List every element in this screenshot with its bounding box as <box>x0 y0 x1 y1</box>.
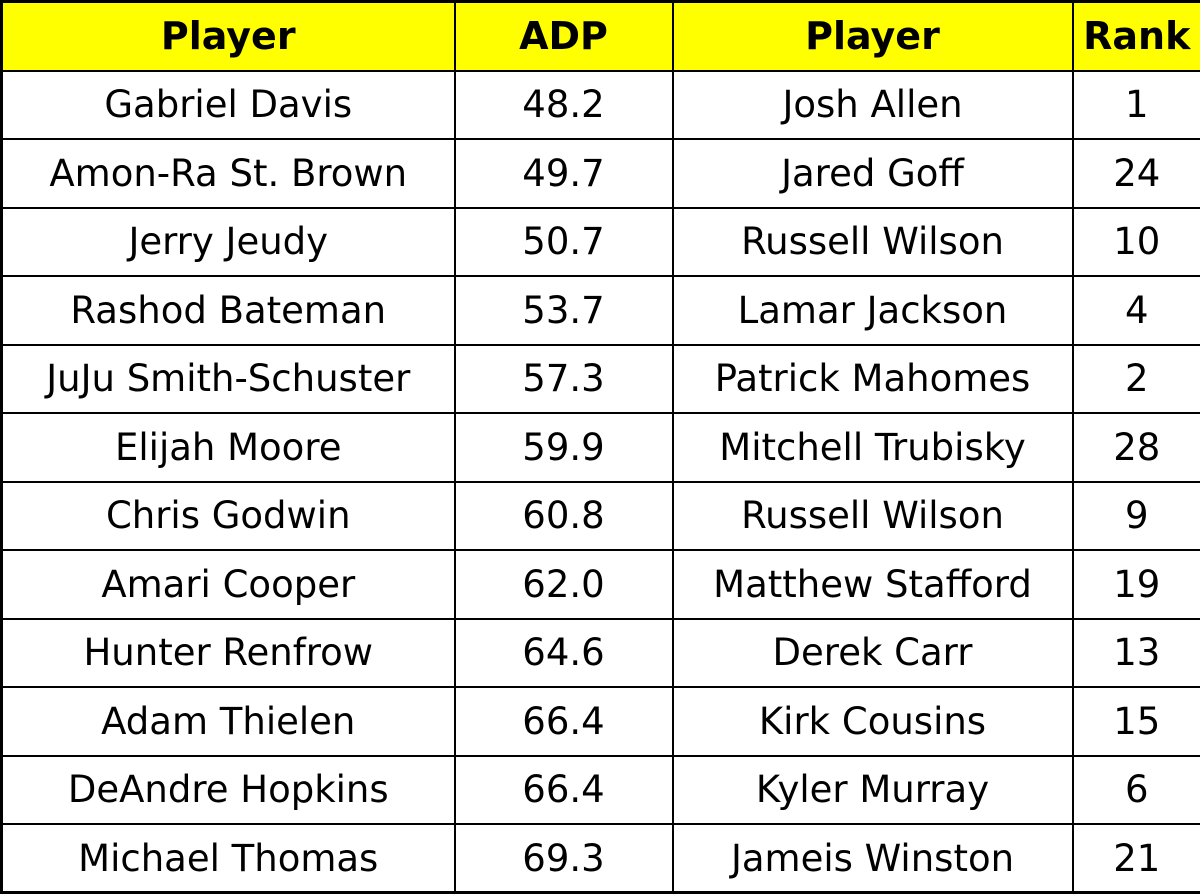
cell-player[interactable]: Amari Cooper <box>2 550 455 619</box>
cell-qb[interactable]: Lamar Jackson <box>673 276 1073 345</box>
cell-rank[interactable]: 6 <box>1073 756 1200 825</box>
table-row: Rashod Bateman 53.7 Lamar Jackson 4 <box>2 276 1200 345</box>
cell-player[interactable]: Hunter Renfrow <box>2 619 455 688</box>
cell-adp[interactable]: 69.3 <box>455 824 673 893</box>
header-player[interactable]: Player <box>2 2 455 71</box>
cell-qb[interactable]: Josh Allen <box>673 71 1073 140</box>
header-player-qb[interactable]: Player <box>673 2 1073 71</box>
table-body: Gabriel Davis 48.2 Josh Allen 1 Amon-Ra … <box>2 71 1200 893</box>
cell-player[interactable]: Amon-Ra St. Brown <box>2 139 455 208</box>
cell-rank[interactable]: 13 <box>1073 619 1200 688</box>
cell-adp[interactable]: 66.4 <box>455 687 673 756</box>
cell-adp[interactable]: 48.2 <box>455 71 673 140</box>
header-rank[interactable]: Rank <box>1073 2 1200 71</box>
cell-player[interactable]: DeAndre Hopkins <box>2 756 455 825</box>
cell-qb[interactable]: Russell Wilson <box>673 208 1073 277</box>
cell-qb[interactable]: Kirk Cousins <box>673 687 1073 756</box>
cell-player[interactable]: Rashod Bateman <box>2 276 455 345</box>
table-row: DeAndre Hopkins 66.4 Kyler Murray 6 <box>2 756 1200 825</box>
cell-rank[interactable]: 2 <box>1073 345 1200 414</box>
table-row: Michael Thomas 69.3 Jameis Winston 21 <box>2 824 1200 893</box>
cell-adp[interactable]: 66.4 <box>455 756 673 825</box>
table-row: Elijah Moore 59.9 Mitchell Trubisky 28 <box>2 413 1200 482</box>
cell-player[interactable]: Jerry Jeudy <box>2 208 455 277</box>
cell-player[interactable]: Gabriel Davis <box>2 71 455 140</box>
cell-player[interactable]: Elijah Moore <box>2 413 455 482</box>
cell-qb[interactable]: Patrick Mahomes <box>673 345 1073 414</box>
cell-adp[interactable]: 49.7 <box>455 139 673 208</box>
cell-rank[interactable]: 21 <box>1073 824 1200 893</box>
cell-player[interactable]: JuJu Smith-Schuster <box>2 345 455 414</box>
table-row: Gabriel Davis 48.2 Josh Allen 1 <box>2 71 1200 140</box>
header-adp[interactable]: ADP <box>455 2 673 71</box>
table-row: Amari Cooper 62.0 Matthew Stafford 19 <box>2 550 1200 619</box>
cell-adp[interactable]: 59.9 <box>455 413 673 482</box>
cell-qb[interactable]: Russell Wilson <box>673 482 1073 551</box>
table-row: JuJu Smith-Schuster 57.3 Patrick Mahomes… <box>2 345 1200 414</box>
cell-player[interactable]: Michael Thomas <box>2 824 455 893</box>
cell-rank[interactable]: 28 <box>1073 413 1200 482</box>
cell-qb[interactable]: Derek Carr <box>673 619 1073 688</box>
cell-player[interactable]: Chris Godwin <box>2 482 455 551</box>
table-row: Jerry Jeudy 50.7 Russell Wilson 10 <box>2 208 1200 277</box>
table-row: Hunter Renfrow 64.6 Derek Carr 13 <box>2 619 1200 688</box>
cell-rank[interactable]: 10 <box>1073 208 1200 277</box>
cell-adp[interactable]: 60.8 <box>455 482 673 551</box>
cell-adp[interactable]: 62.0 <box>455 550 673 619</box>
cell-rank[interactable]: 24 <box>1073 139 1200 208</box>
cell-qb[interactable]: Jared Goff <box>673 139 1073 208</box>
cell-rank[interactable]: 1 <box>1073 71 1200 140</box>
cell-adp[interactable]: 50.7 <box>455 208 673 277</box>
cell-player[interactable]: Adam Thielen <box>2 687 455 756</box>
cell-qb[interactable]: Matthew Stafford <box>673 550 1073 619</box>
cell-rank[interactable]: 4 <box>1073 276 1200 345</box>
cell-rank[interactable]: 15 <box>1073 687 1200 756</box>
cell-qb[interactable]: Mitchell Trubisky <box>673 413 1073 482</box>
cell-adp[interactable]: 64.6 <box>455 619 673 688</box>
cell-qb[interactable]: Kyler Murray <box>673 756 1073 825</box>
cell-adp[interactable]: 57.3 <box>455 345 673 414</box>
table-row: Chris Godwin 60.8 Russell Wilson 9 <box>2 482 1200 551</box>
table-row: Adam Thielen 66.4 Kirk Cousins 15 <box>2 687 1200 756</box>
cell-rank[interactable]: 9 <box>1073 482 1200 551</box>
table-row: Amon-Ra St. Brown 49.7 Jared Goff 24 <box>2 139 1200 208</box>
cell-qb[interactable]: Jameis Winston <box>673 824 1073 893</box>
cell-adp[interactable]: 53.7 <box>455 276 673 345</box>
cell-rank[interactable]: 19 <box>1073 550 1200 619</box>
header-row: Player ADP Player Rank <box>2 2 1200 71</box>
